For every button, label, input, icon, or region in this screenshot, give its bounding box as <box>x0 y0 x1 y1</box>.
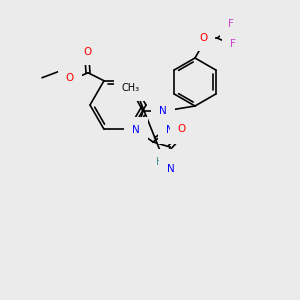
Text: N: N <box>159 106 167 116</box>
Text: O: O <box>83 47 91 57</box>
Text: H: H <box>156 157 164 167</box>
Text: O: O <box>199 33 207 43</box>
Text: O: O <box>66 73 74 83</box>
Text: CH₃: CH₃ <box>122 83 140 93</box>
Text: F: F <box>228 19 234 29</box>
Text: N: N <box>166 125 174 135</box>
Text: N: N <box>132 125 140 135</box>
Text: N: N <box>167 164 175 174</box>
Text: F: F <box>230 39 236 49</box>
Text: O: O <box>178 124 186 134</box>
